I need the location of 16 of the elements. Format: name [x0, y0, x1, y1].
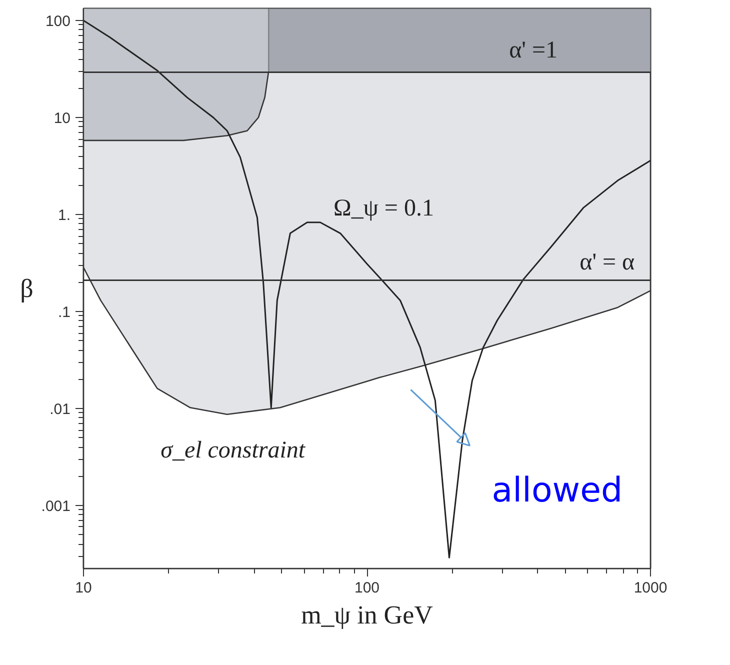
x-tick-label: 10 — [75, 580, 92, 596]
y-tick-label: 100 — [45, 13, 71, 30]
y-axis-title: β — [20, 274, 34, 303]
annotation: Ω_ψ = 0.1 — [334, 195, 434, 222]
annotation: allowed — [492, 470, 623, 511]
y-tick-label: .01 — [50, 400, 71, 418]
y-tick-label: 10 — [54, 110, 71, 128]
x-axis-title: m_ψ in GeV — [301, 600, 434, 630]
x-tick-label: 100 — [354, 580, 380, 596]
annotation: σ_el constraint — [160, 437, 306, 464]
x-tick-label: 1000 — [634, 580, 668, 596]
y-tick-label: .001 — [41, 498, 71, 515]
y-tick-label: 1. — [58, 207, 71, 224]
annotation: α' = α — [580, 250, 636, 276]
annotation: α' =1 — [509, 38, 558, 64]
y-tick-label: .1 — [58, 304, 71, 321]
